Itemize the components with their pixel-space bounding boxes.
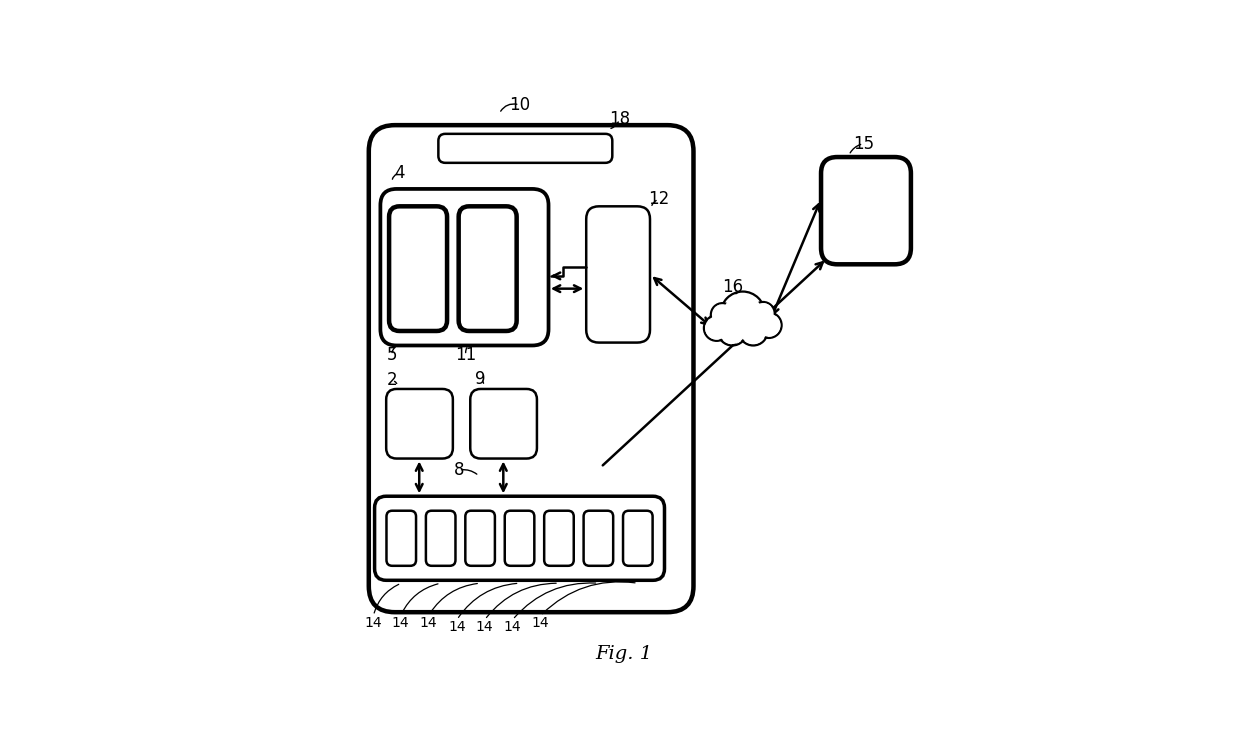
Text: 14: 14: [365, 616, 382, 630]
Circle shape: [706, 317, 728, 339]
Circle shape: [718, 316, 746, 346]
Circle shape: [713, 305, 733, 325]
Text: 15: 15: [853, 135, 874, 153]
FancyBboxPatch shape: [368, 125, 693, 612]
Circle shape: [740, 319, 765, 343]
FancyBboxPatch shape: [622, 511, 652, 566]
Text: 14: 14: [419, 616, 438, 630]
Text: 14: 14: [476, 620, 494, 634]
Circle shape: [745, 306, 773, 334]
FancyBboxPatch shape: [381, 189, 548, 346]
FancyBboxPatch shape: [584, 511, 613, 566]
Text: Fig. 1: Fig. 1: [595, 645, 652, 663]
Text: 8: 8: [454, 461, 464, 479]
FancyBboxPatch shape: [465, 511, 495, 566]
Circle shape: [756, 312, 781, 338]
Text: 14: 14: [392, 616, 409, 630]
Circle shape: [743, 304, 775, 337]
Text: 10: 10: [508, 96, 531, 114]
Text: 18: 18: [609, 111, 630, 128]
FancyBboxPatch shape: [821, 157, 911, 264]
Circle shape: [711, 304, 743, 337]
Text: 9: 9: [475, 370, 486, 388]
FancyBboxPatch shape: [386, 389, 453, 459]
Circle shape: [711, 303, 734, 326]
Circle shape: [739, 316, 768, 346]
Text: 14: 14: [503, 620, 521, 634]
Text: 11: 11: [455, 346, 477, 364]
Circle shape: [758, 314, 780, 336]
Circle shape: [751, 302, 775, 325]
Circle shape: [753, 303, 773, 324]
FancyBboxPatch shape: [505, 511, 534, 566]
Text: 12: 12: [649, 191, 670, 209]
FancyBboxPatch shape: [425, 511, 455, 566]
Circle shape: [724, 295, 761, 332]
FancyBboxPatch shape: [470, 389, 537, 459]
FancyBboxPatch shape: [459, 206, 517, 331]
FancyBboxPatch shape: [374, 496, 665, 581]
Text: 16: 16: [723, 279, 744, 297]
FancyBboxPatch shape: [587, 206, 650, 343]
Text: 14: 14: [448, 620, 466, 634]
Circle shape: [720, 291, 765, 336]
FancyBboxPatch shape: [544, 511, 574, 566]
FancyBboxPatch shape: [387, 511, 417, 566]
Circle shape: [713, 306, 740, 334]
FancyBboxPatch shape: [439, 134, 613, 163]
Circle shape: [720, 319, 745, 343]
Text: 2: 2: [387, 371, 397, 389]
Text: 5: 5: [387, 346, 397, 364]
Text: 14: 14: [532, 616, 549, 630]
Circle shape: [704, 316, 729, 341]
Text: 4: 4: [394, 164, 404, 182]
FancyBboxPatch shape: [389, 206, 448, 331]
